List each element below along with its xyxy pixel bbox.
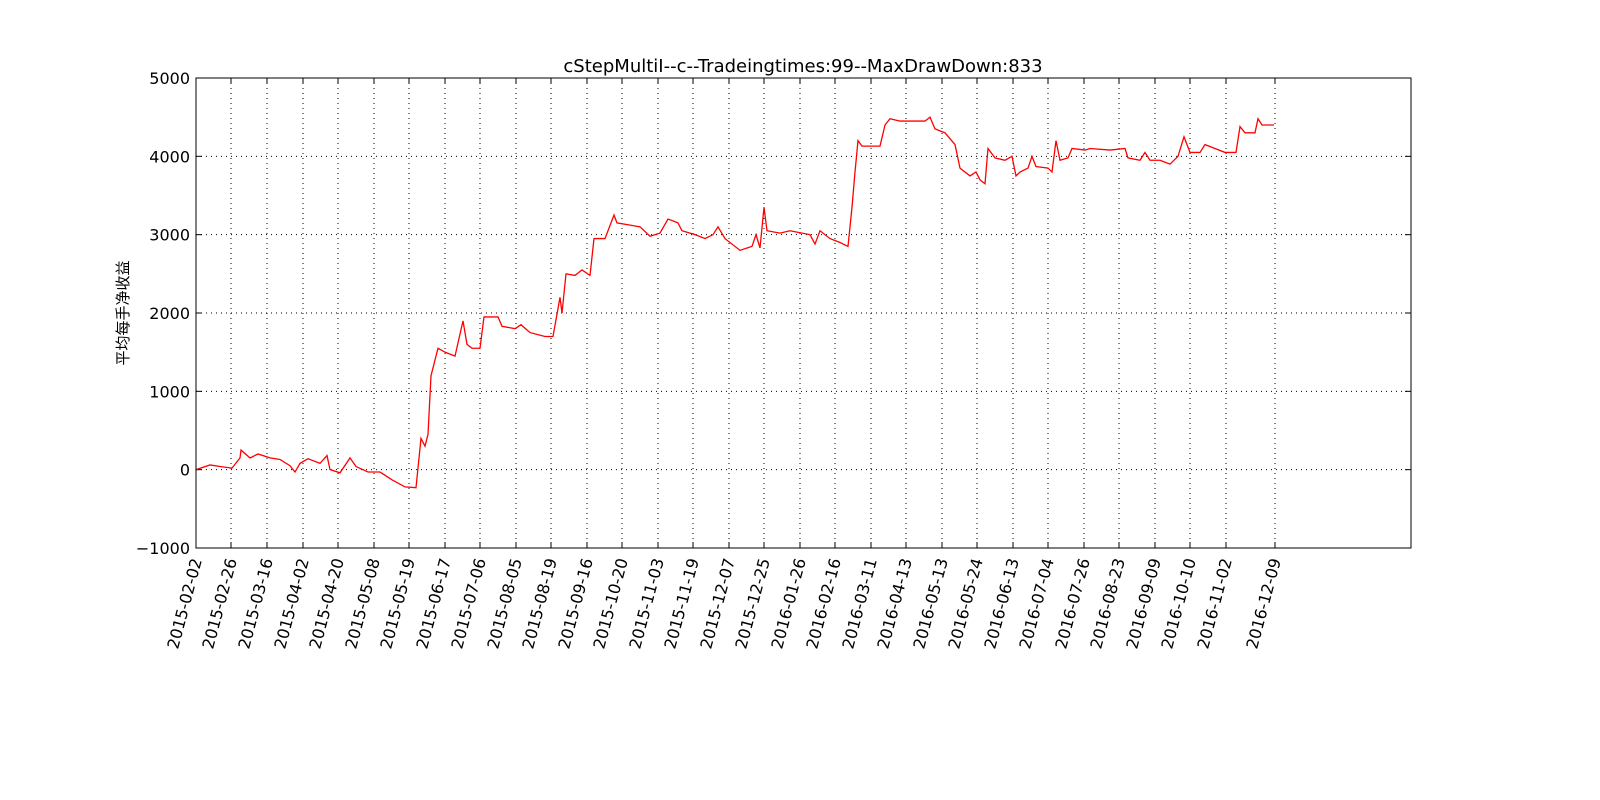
- x-tick-label: 2015-08-19: [518, 556, 560, 651]
- x-tick-label: 2016-04-13: [873, 556, 915, 651]
- x-tick-label: 2015-05-08: [341, 556, 383, 651]
- x-tick-label: 2016-12-09: [1242, 556, 1284, 651]
- x-tick-label: 2015-09-16: [554, 556, 596, 651]
- x-tick-label: 2016-07-04: [1015, 556, 1057, 651]
- x-tick-label: 2016-08-23: [1086, 556, 1128, 651]
- y-tick-label: 2000: [149, 304, 190, 323]
- x-tick-label: 2015-05-19: [376, 556, 418, 651]
- y-tick-label: 5000: [149, 69, 190, 88]
- y-tick-label: 1000: [149, 382, 190, 401]
- line-series: [195, 116, 1274, 489]
- x-tick-label: 2016-03-11: [838, 556, 880, 651]
- x-tick-label: 2015-02-02: [163, 556, 205, 651]
- x-tick-label: 2015-04-20: [305, 556, 347, 651]
- x-tick-label: 2015-10-20: [589, 556, 631, 651]
- x-tick-label: 2015-03-16: [234, 556, 276, 651]
- y-tick-label: 0: [180, 461, 190, 480]
- y-tick-label: 3000: [149, 226, 190, 245]
- x-tick-label: 2016-11-02: [1193, 556, 1235, 651]
- x-tick-label: 2016-06-13: [980, 556, 1022, 651]
- y-tick-label: −1000: [136, 539, 190, 558]
- x-tick-label: 2016-10-10: [1157, 556, 1199, 651]
- x-tick-label: 2016-07-26: [1051, 556, 1093, 651]
- x-tick-label: 2015-08-05: [483, 556, 525, 651]
- x-tick-label: 2016-02-16: [802, 556, 844, 651]
- x-tick-label: 2016-05-24: [944, 556, 986, 651]
- x-tick-label: 2016-05-13: [909, 556, 951, 651]
- y-axis-label: 平均每手净收益: [114, 260, 132, 365]
- x-tick-label: 2015-12-25: [731, 556, 773, 651]
- x-tick-label: 2016-01-26: [767, 556, 809, 651]
- x-tick-label: 2016-09-09: [1122, 556, 1164, 651]
- plot-frame: [195, 77, 1412, 549]
- x-tick-label: 2015-12-07: [696, 556, 738, 651]
- x-tick-label: 2015-11-03: [625, 556, 667, 651]
- x-tick-label: 2015-11-19: [660, 556, 702, 651]
- chart-title: cStepMultiI--c--Tradeingtimes:99--MaxDra…: [563, 56, 1042, 77]
- x-tick-label: 2015-07-06: [447, 556, 489, 651]
- x-tick-label: 2015-06-17: [412, 556, 454, 651]
- x-tick-label: 2015-04-02: [270, 556, 312, 651]
- y-tick-label: 4000: [149, 147, 190, 166]
- x-tick-label: 2015-02-26: [198, 556, 240, 651]
